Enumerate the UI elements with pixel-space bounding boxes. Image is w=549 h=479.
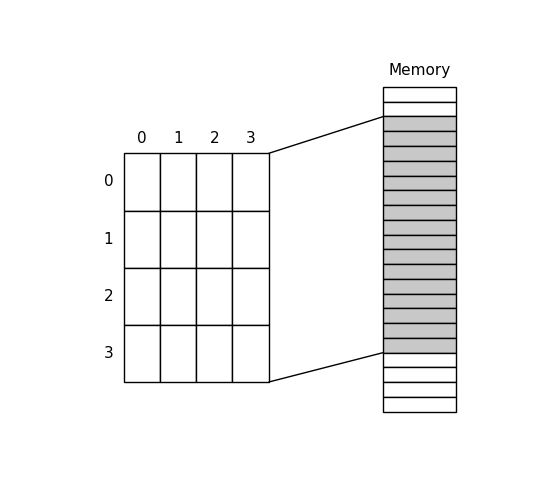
Bar xyxy=(383,397,456,411)
Text: Memory: Memory xyxy=(389,63,451,78)
Bar xyxy=(197,325,232,382)
Bar xyxy=(383,353,456,367)
Bar xyxy=(232,268,268,325)
Bar xyxy=(232,325,268,382)
Bar xyxy=(383,279,456,294)
Bar xyxy=(124,268,160,325)
Bar xyxy=(197,153,232,211)
Bar xyxy=(124,153,160,211)
Bar xyxy=(124,211,160,268)
Bar xyxy=(383,220,456,235)
Text: 2: 2 xyxy=(104,289,113,304)
Bar xyxy=(160,211,197,268)
Bar xyxy=(383,146,456,161)
Text: 3: 3 xyxy=(104,346,113,361)
Text: 1: 1 xyxy=(173,131,183,146)
Bar xyxy=(383,249,456,264)
Bar xyxy=(383,161,456,175)
Bar xyxy=(383,235,456,249)
Bar xyxy=(383,131,456,146)
Bar xyxy=(160,325,197,382)
Bar xyxy=(383,338,456,353)
Bar xyxy=(124,325,160,382)
Bar xyxy=(232,153,268,211)
Bar xyxy=(197,268,232,325)
Bar xyxy=(383,264,456,279)
Bar xyxy=(197,211,232,268)
Bar xyxy=(383,323,456,338)
Bar xyxy=(383,175,456,190)
Bar xyxy=(383,116,456,131)
Bar xyxy=(160,153,197,211)
Bar xyxy=(383,294,456,308)
Bar xyxy=(232,211,268,268)
Bar xyxy=(383,367,456,382)
Text: 3: 3 xyxy=(245,131,255,146)
Bar xyxy=(383,308,456,323)
Text: 2: 2 xyxy=(210,131,219,146)
Text: 1: 1 xyxy=(104,232,113,247)
Text: 0: 0 xyxy=(137,131,147,146)
Bar xyxy=(383,205,456,220)
Bar xyxy=(383,87,456,102)
Bar xyxy=(383,102,456,116)
Bar xyxy=(383,382,456,397)
Bar xyxy=(160,268,197,325)
Bar xyxy=(383,190,456,205)
Text: 0: 0 xyxy=(104,174,113,190)
